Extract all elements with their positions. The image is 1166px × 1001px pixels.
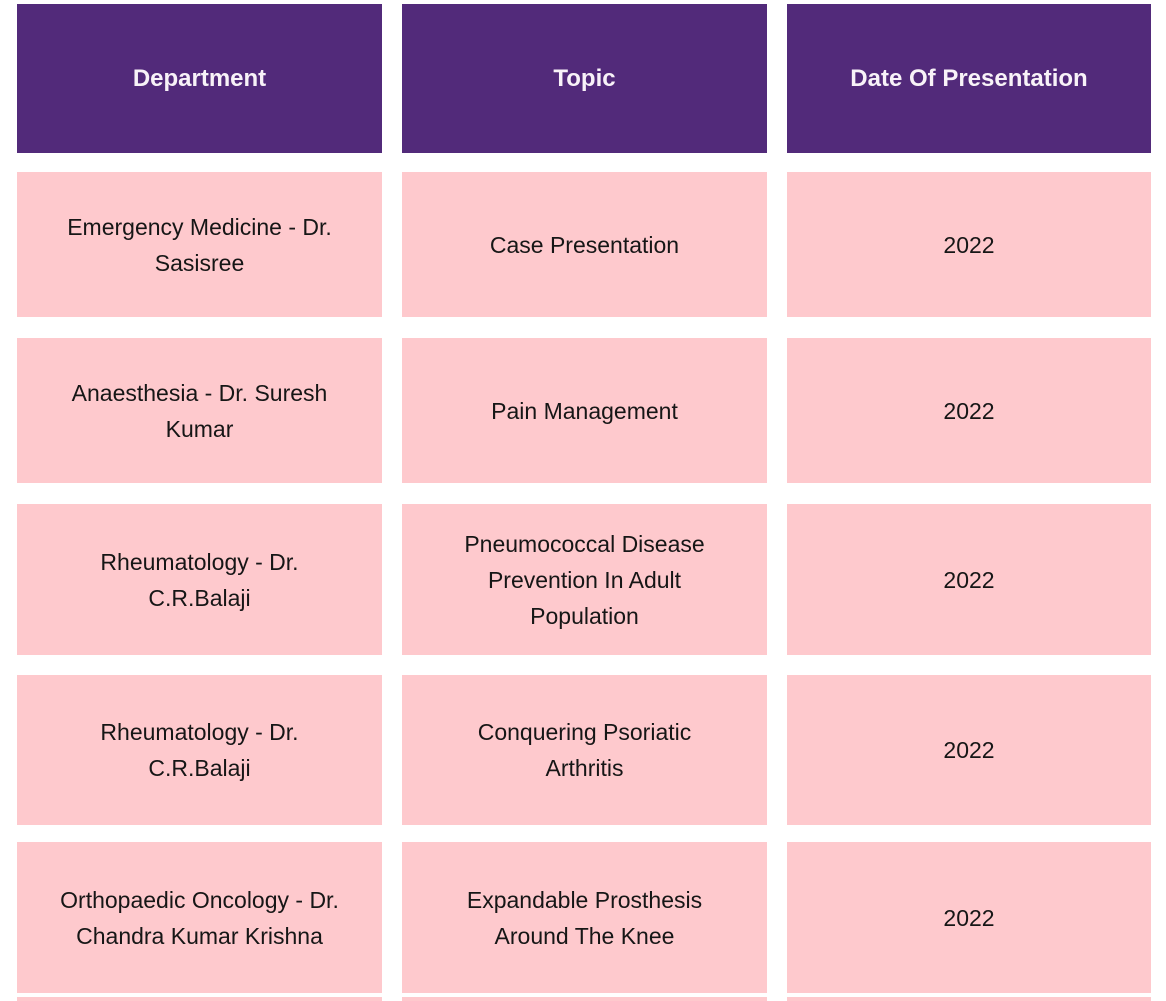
cell-date: 2022 <box>787 172 1151 317</box>
cell-topic: Conquering Psoriatic Arthritis <box>402 675 767 825</box>
table-row: Orthopaedic Oncology - Dr. Chandra Kumar… <box>17 842 1166 993</box>
column-header-date: Date Of Presentation <box>787 4 1151 153</box>
cell-topic: Expandable Prosthesis Around The Knee <box>402 842 767 993</box>
partial-cell <box>17 997 382 1001</box>
column-header-department: Department <box>17 4 382 153</box>
cell-date: 2022 <box>787 504 1151 655</box>
cell-topic: Pneumococcal Disease Prevention In Adult… <box>402 504 767 655</box>
table-row-partial <box>17 997 1166 1001</box>
cell-date: 2022 <box>787 675 1151 825</box>
table-header-row: Department Topic Date Of Presentation <box>17 4 1166 153</box>
column-header-topic: Topic <box>402 4 767 153</box>
cell-department: Rheumatology - Dr. C.R.Balaji <box>17 675 382 825</box>
cell-department: Anaesthesia - Dr. Suresh Kumar <box>17 338 382 483</box>
cell-topic: Pain Management <box>402 338 767 483</box>
cell-topic: Case Presentation <box>402 172 767 317</box>
cell-department: Emergency Medicine - Dr. Sasisree <box>17 172 382 317</box>
partial-cell <box>787 997 1151 1001</box>
partial-cell <box>402 997 767 1001</box>
table-row: Emergency Medicine - Dr. Sasisree Case P… <box>17 172 1166 317</box>
cell-department: Rheumatology - Dr. C.R.Balaji <box>17 504 382 655</box>
cell-date: 2022 <box>787 338 1151 483</box>
cell-department: Orthopaedic Oncology - Dr. Chandra Kumar… <box>17 842 382 993</box>
table-row: Anaesthesia - Dr. Suresh Kumar Pain Mana… <box>17 338 1166 483</box>
table-row: Rheumatology - Dr. C.R.Balaji Pneumococc… <box>17 504 1166 655</box>
table-row: Rheumatology - Dr. C.R.Balaji Conquering… <box>17 675 1166 825</box>
cell-date: 2022 <box>787 842 1151 993</box>
